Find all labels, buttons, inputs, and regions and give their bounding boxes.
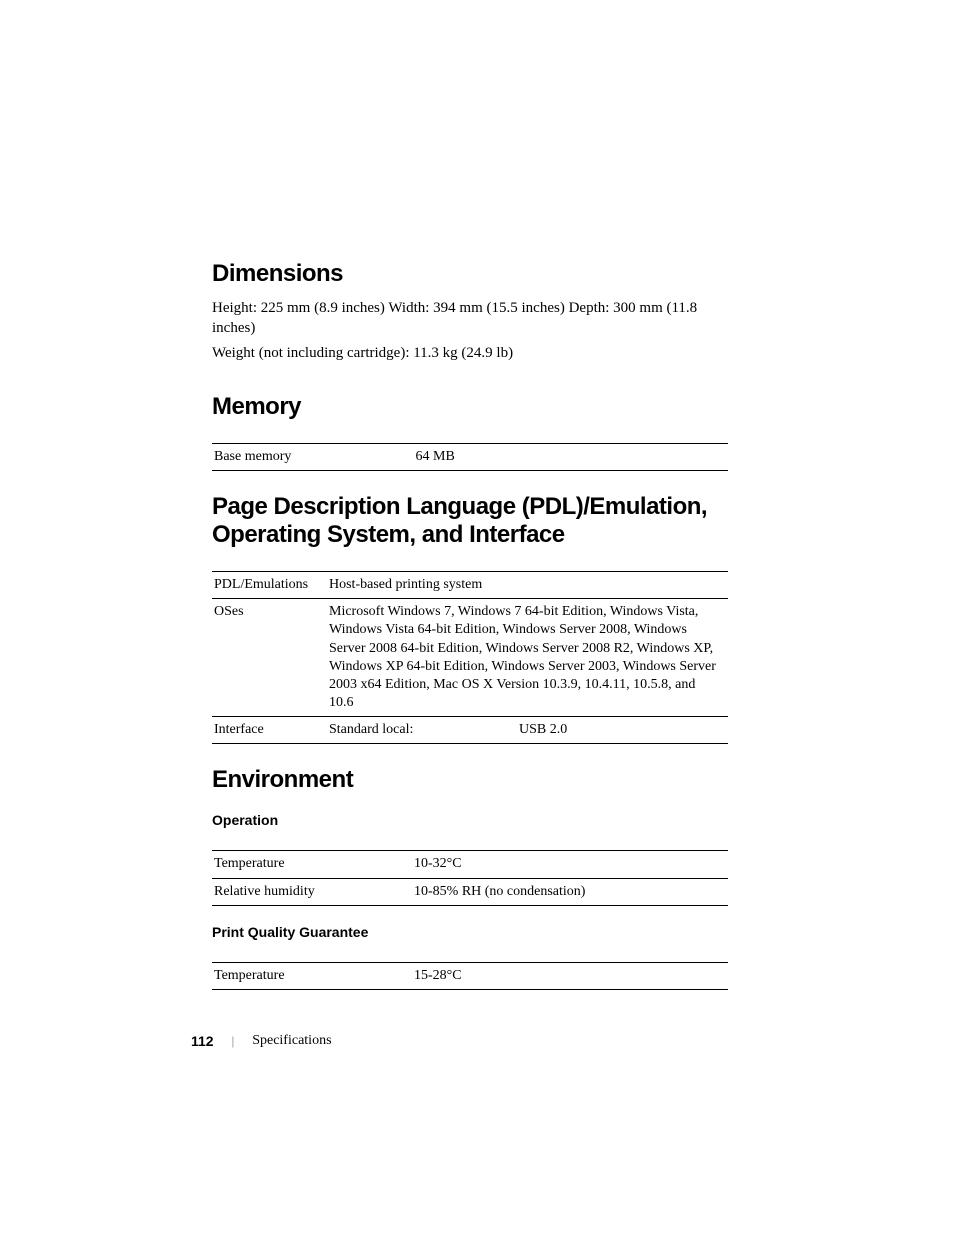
heading-environment: Environment [212, 766, 728, 794]
op-humidity-value: 10-85% RH (no condensation) [412, 878, 728, 905]
table-row: Relative humidity 10-85% RH (no condensa… [212, 878, 728, 905]
page-footer: 112 | Specifications [191, 1033, 332, 1049]
page-content: Dimensions Height: 225 mm (8.9 inches) W… [0, 0, 954, 990]
subheading-pqg: Print Quality Guarantee [212, 924, 728, 940]
table-row: PDL/Emulations Host-based printing syste… [212, 571, 728, 598]
operation-table: Temperature 10-32°C Relative humidity 10… [212, 850, 728, 905]
dimensions-line2: Weight (not including cartridge): 11.3 k… [212, 343, 728, 363]
oses-value: Microsoft Windows 7, Windows 7 64-bit Ed… [327, 599, 728, 717]
interface-col1: Standard local: [327, 717, 517, 744]
dimensions-line1: Height: 225 mm (8.9 inches) Width: 394 m… [212, 298, 728, 339]
heading-pdl: Page Description Language (PDL)/Emulatio… [212, 493, 728, 549]
page-number: 112 [191, 1033, 214, 1049]
table-row: Temperature 10-32°C [212, 851, 728, 878]
heading-dimensions: Dimensions [212, 260, 728, 288]
footer-divider: | [232, 1033, 235, 1049]
interface-col2: USB 2.0 [517, 717, 728, 744]
pdl-emulations-value: Host-based printing system [327, 571, 728, 598]
footer-section-name: Specifications [252, 1033, 331, 1049]
op-temp-label: Temperature [212, 851, 412, 878]
interface-label: Interface [212, 717, 327, 744]
oses-label: OSes [212, 599, 327, 717]
pqg-temp-label: Temperature [212, 962, 412, 989]
table-row: OSes Microsoft Windows 7, Windows 7 64-b… [212, 599, 728, 717]
pqg-temp-value: 15-28°C [412, 962, 728, 989]
table-row: Base memory 64 MB [212, 443, 728, 470]
memory-label: Base memory [212, 443, 327, 470]
table-row: Interface Standard local: USB 2.0 [212, 717, 728, 744]
op-temp-value: 10-32°C [412, 851, 728, 878]
subheading-operation: Operation [212, 812, 728, 828]
op-humidity-label: Relative humidity [212, 878, 412, 905]
pdl-emulations-label: PDL/Emulations [212, 571, 327, 598]
empty-cell [547, 443, 728, 470]
pdl-table: PDL/Emulations Host-based printing syste… [212, 571, 728, 745]
memory-value: 64 MB [327, 443, 547, 470]
heading-memory: Memory [212, 393, 728, 421]
memory-table: Base memory 64 MB [212, 443, 728, 471]
table-row: Temperature 15-28°C [212, 962, 728, 989]
pqg-table: Temperature 15-28°C [212, 962, 728, 990]
